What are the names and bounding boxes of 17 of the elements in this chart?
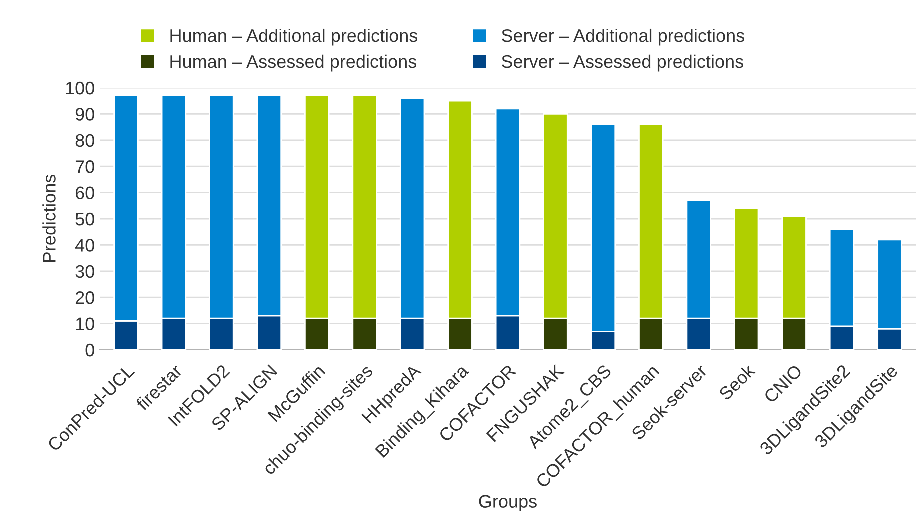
y-tick-label: 50 [76, 212, 94, 226]
y-axis-title: Predictions [42, 174, 56, 262]
y-tick-label: 0 [86, 344, 94, 357]
y-tick-label: 60 [76, 186, 94, 200]
legend-label: Server – Additional predictions [502, 28, 744, 46]
y-tick-label: 100 [66, 82, 94, 95]
x-axis-title: Groups [479, 495, 537, 512]
y-tick-label: 90 [76, 108, 94, 121]
legend-label: Human – Additional predictions [170, 28, 418, 46]
y-tick-label: 80 [76, 134, 94, 148]
legend-label: Server – Assessed predictions [502, 54, 744, 72]
legend-label: Human – Assessed predictions [170, 54, 416, 72]
y-tick-label: 70 [76, 160, 94, 174]
y-tick-label: 20 [76, 292, 94, 304]
y-tick-label: 30 [76, 265, 94, 278]
y-tick-label: 10 [76, 318, 94, 331]
y-tick-label: 40 [75, 239, 94, 252]
